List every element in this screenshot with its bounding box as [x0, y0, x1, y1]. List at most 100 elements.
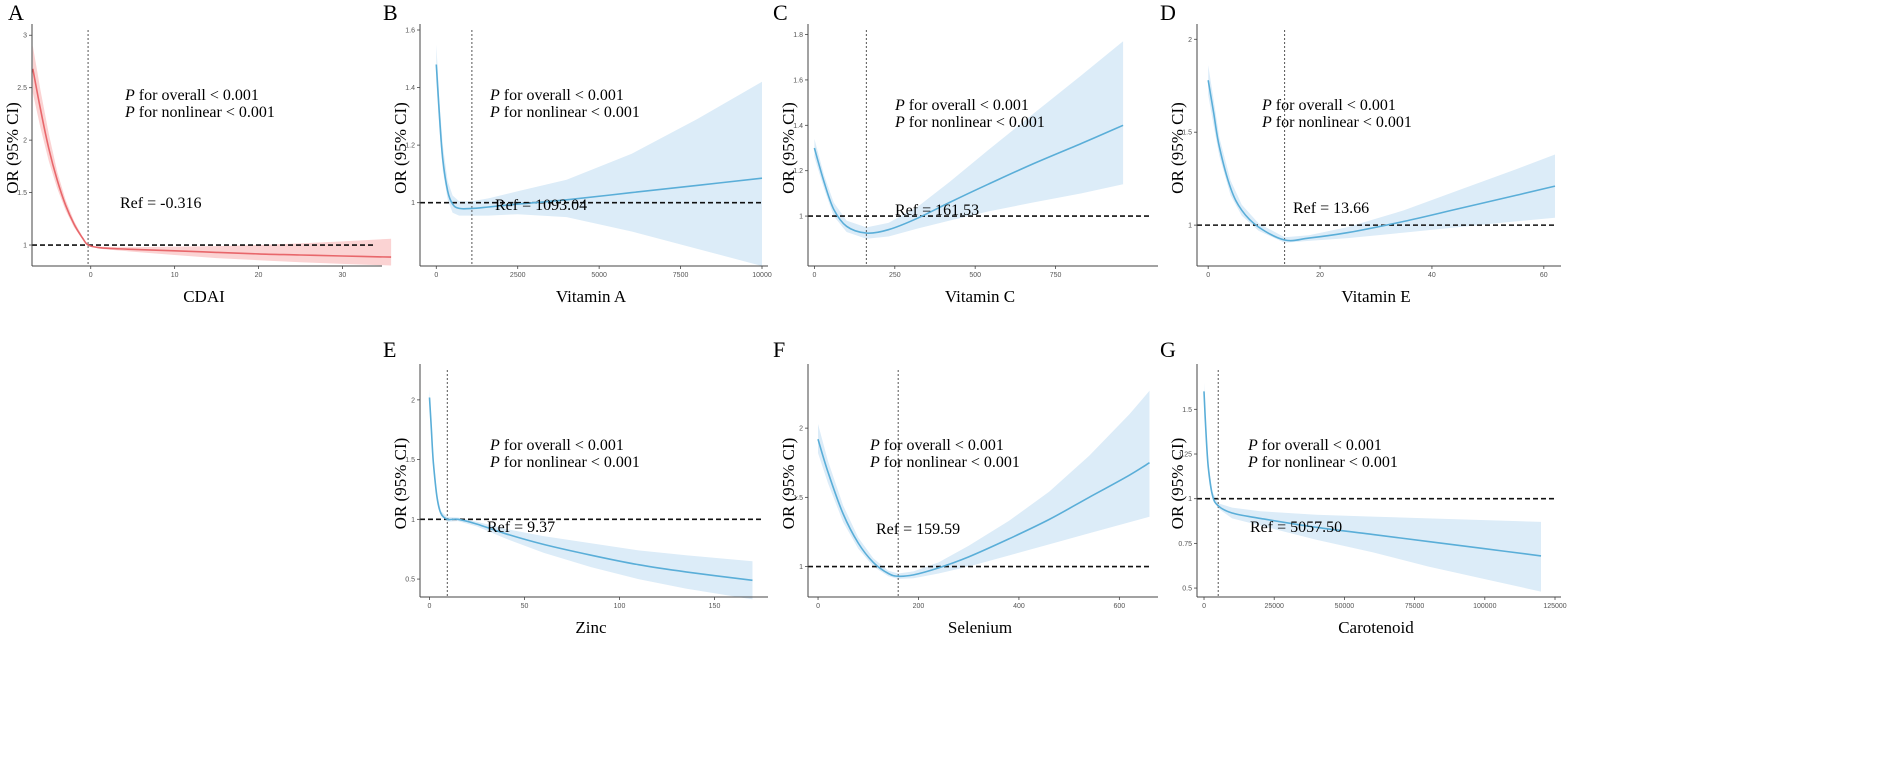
- panel-a: A 0 10 20 30 1 1.5 2 2.5 3 CDAI OR (95% CI) P for ov…: [3, 0, 392, 306]
- p-overall-annotation-b: P for overall < 0.001: [489, 87, 624, 104]
- p-nonlinear-annotation-b: P for nonlinear < 0.001: [489, 104, 640, 121]
- y-tick-label-c: 1.6: [793, 77, 803, 84]
- y-tick-label-c: 1.8: [793, 32, 803, 39]
- x-tick-label-d: 60: [1540, 272, 1548, 279]
- y-tick-label-c: 1.4: [793, 123, 803, 130]
- x-tick-label-b: 7500: [673, 272, 689, 279]
- ref-label-e: Ref = 9.37: [487, 519, 555, 536]
- ci-band-a: [32, 45, 392, 266]
- y-tick-label-g: 1: [1188, 496, 1192, 503]
- x-tick-label-g: 75000: [1405, 603, 1425, 610]
- p-overall-text: for overall < 0.001: [500, 437, 624, 454]
- panel-d: D 0 20 40 60 1 1.5 2 Vitamin E OR (95% CI) P for o…: [1160, 0, 1561, 306]
- x-tick-label-g: 125000: [1543, 603, 1566, 610]
- p-overall-text: for overall < 0.001: [135, 87, 259, 104]
- y-axis-title-g: OR (95% CI): [1168, 438, 1187, 530]
- panel-g: G 0 25000 50000 75000 100000 125000 0.5 0.75 1 1.2…: [1160, 337, 1567, 637]
- y-tick-label-f: 1: [799, 564, 803, 571]
- x-axis-title-e: Zinc: [575, 618, 607, 637]
- x-axis-title-a: CDAI: [183, 287, 225, 306]
- x-tick-label-c: 500: [969, 272, 981, 279]
- x-tick-label-d: 0: [1206, 272, 1210, 279]
- p-overall-annotation-a: P for overall < 0.001: [124, 87, 259, 104]
- p-overall-annotation-f: P for overall < 0.001: [869, 437, 1004, 454]
- p-overall-text: for overall < 0.001: [1258, 437, 1382, 454]
- p-symbol: P: [489, 87, 500, 104]
- x-axis-title-g: Carotenoid: [1338, 618, 1414, 637]
- panel-letter-d: D: [1160, 0, 1176, 25]
- x-tick-label-d: 20: [1316, 272, 1324, 279]
- x-tick-label-a: 10: [171, 272, 179, 279]
- x-tick-label-f: 200: [913, 603, 925, 610]
- panel-b: B 0 2500 5000 7500 10000 1 1.2 1.4 1.6 Vitamin A OR…: [383, 0, 772, 306]
- y-tick-label-e: 1.5: [405, 457, 415, 464]
- y-tick-label-d: 1.5: [1182, 130, 1192, 137]
- x-tick-label-b: 10000: [752, 272, 772, 279]
- x-tick-label-d: 40: [1428, 272, 1436, 279]
- panel-letter-a: A: [8, 0, 24, 25]
- y-tick-label-b: 1.4: [405, 85, 415, 92]
- x-tick-label-f: 400: [1013, 603, 1025, 610]
- x-tick-label-a: 0: [89, 272, 93, 279]
- p-nonlinear-annotation-a: P for nonlinear < 0.001: [124, 104, 275, 121]
- spline-curve-g: [1203, 391, 1542, 557]
- panel-f: F 0 200 400 600 1 1.5 2 Selenium OR (95% CI) P for…: [773, 337, 1158, 637]
- p-nonlinear-text: for nonlinear < 0.001: [135, 104, 275, 121]
- ref-label-a: Ref = -0.316: [120, 195, 201, 212]
- y-tick-label-c: 1.2: [793, 168, 803, 175]
- y-tick-label-b: 1.6: [405, 28, 415, 35]
- p-nonlinear-text: for nonlinear < 0.001: [1258, 454, 1398, 471]
- ref-label-c: Ref = 161.53: [895, 202, 979, 219]
- x-tick-label-e: 50: [521, 603, 529, 610]
- p-symbol: P: [894, 114, 905, 131]
- p-overall-annotation-e: P for overall < 0.001: [489, 437, 624, 454]
- p-symbol: P: [1261, 114, 1272, 131]
- ci-band-f: [818, 390, 1150, 579]
- p-symbol: P: [489, 454, 500, 471]
- p-nonlinear-annotation-e: P for nonlinear < 0.001: [489, 454, 640, 471]
- y-axis-title-b: OR (95% CI): [391, 102, 410, 194]
- x-tick-label-e: 150: [709, 603, 721, 610]
- panel-c: C 0 250 500 750 1 1.2 1.4 1.6 1.8 Vitamin C OR (95%…: [773, 0, 1158, 306]
- y-tick-label-d: 1: [1188, 223, 1192, 230]
- y-tick-label-b: 1.2: [405, 143, 415, 150]
- y-tick-label-e: 0.5: [405, 577, 415, 584]
- panel-letter-e: E: [383, 337, 396, 362]
- y-tick-label-a: 1: [23, 243, 27, 250]
- ref-label-b: Ref = 1093.04: [495, 197, 587, 214]
- p-overall-annotation-d: P for overall < 0.001: [1261, 97, 1396, 114]
- panel-letter-f: F: [773, 337, 785, 362]
- spline-curve-f: [817, 438, 1150, 578]
- panel-e: E 0 50 100 150 0.5 1 1.5 2 Zinc OR (95% CI) P for o…: [383, 337, 768, 637]
- p-nonlinear-annotation-g: P for nonlinear < 0.001: [1247, 454, 1398, 471]
- p-symbol: P: [489, 104, 500, 121]
- y-tick-label-e: 1: [411, 517, 415, 524]
- p-nonlinear-text: for nonlinear < 0.001: [500, 104, 640, 121]
- p-symbol: P: [1261, 97, 1272, 114]
- p-symbol: P: [124, 104, 135, 121]
- spline-curve-b: [435, 64, 763, 210]
- ci-band-b: [436, 44, 762, 267]
- y-tick-label-a: 3: [23, 33, 27, 40]
- panel-letter-c: C: [773, 0, 788, 25]
- p-nonlinear-text: for nonlinear < 0.001: [880, 454, 1020, 471]
- ci-band-g: [1204, 382, 1541, 592]
- y-tick-label-b: 1: [411, 200, 415, 207]
- y-tick-label-g: 0.75: [1178, 541, 1192, 548]
- p-symbol: P: [489, 437, 500, 454]
- x-tick-label-b: 0: [434, 272, 438, 279]
- x-axis-title-c: Vitamin C: [945, 287, 1015, 306]
- ci-band-e: [429, 389, 753, 600]
- p-overall-text: for overall < 0.001: [905, 97, 1029, 114]
- y-tick-label-a: 1.5: [17, 190, 27, 197]
- ref-label-g: Ref = 5057.50: [1250, 519, 1342, 536]
- y-axis-title-a: OR (95% CI): [3, 102, 22, 194]
- p-overall-text: for overall < 0.001: [1272, 97, 1396, 114]
- p-symbol: P: [1247, 437, 1258, 454]
- p-overall-annotation-g: P for overall < 0.001: [1247, 437, 1382, 454]
- ref-label-f: Ref = 159.59: [876, 521, 960, 538]
- p-nonlinear-text: for nonlinear < 0.001: [905, 114, 1045, 131]
- p-nonlinear-text: for nonlinear < 0.001: [1272, 114, 1412, 131]
- x-tick-label-c: 0: [812, 272, 816, 279]
